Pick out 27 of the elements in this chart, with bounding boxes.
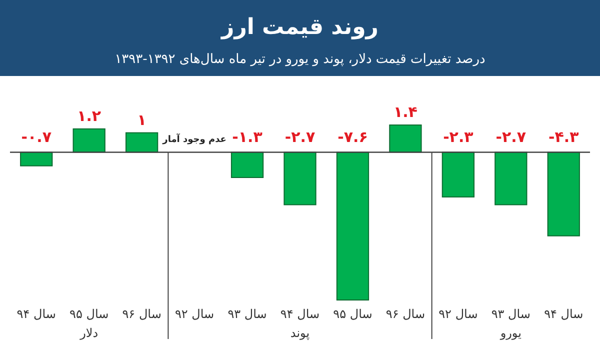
x-axis-title: پوند — [290, 326, 310, 340]
data-label: -۱.۳ — [232, 128, 262, 146]
x-tick-label: سال ۹۳ — [491, 307, 530, 321]
x-tick-label: سال ۹۴ — [280, 307, 320, 321]
data-label: ۱.۴ — [393, 103, 418, 121]
x-tick-label: سال ۹۵ — [70, 307, 109, 321]
x-axis-title: دلار — [79, 326, 98, 340]
x-axis-title: یورو — [499, 326, 522, 340]
data-label: -۷.۶ — [338, 128, 368, 146]
x-tick-label: سال ۹۲ — [174, 307, 214, 321]
data-label: -۲.۷ — [284, 128, 316, 146]
chart-title: روند قیمت ارز — [220, 15, 378, 40]
data-label: -۲.۷ — [496, 128, 526, 146]
x-tick-label: سال ۹۵ — [333, 307, 372, 321]
x-tick-label: سال ۹۶ — [122, 307, 162, 321]
annotation: عدم وجود آمار — [162, 133, 226, 146]
data-label: -۰.۷ — [21, 128, 52, 146]
x-tick-label: سال ۹۶ — [386, 307, 426, 321]
x-tick-label: سال ۹۴ — [544, 307, 584, 321]
x-tick-label: سال ۹۴ — [16, 307, 56, 321]
chart-subtitle: درصد تغییرات قیمت دلار، پوند و یورو در تیر ماه سال‌های ۱۳۹۲-۱۳۹۳ — [114, 52, 486, 67]
data-label: ۱ — [137, 110, 146, 129]
data-label: ۱.۲ — [77, 106, 102, 125]
x-tick-label: سال ۹۳ — [228, 307, 267, 321]
data-label: -۴.۳ — [548, 128, 579, 146]
data-label: -۲.۳ — [443, 128, 474, 146]
x-tick-label: سال ۹۲ — [438, 307, 478, 321]
